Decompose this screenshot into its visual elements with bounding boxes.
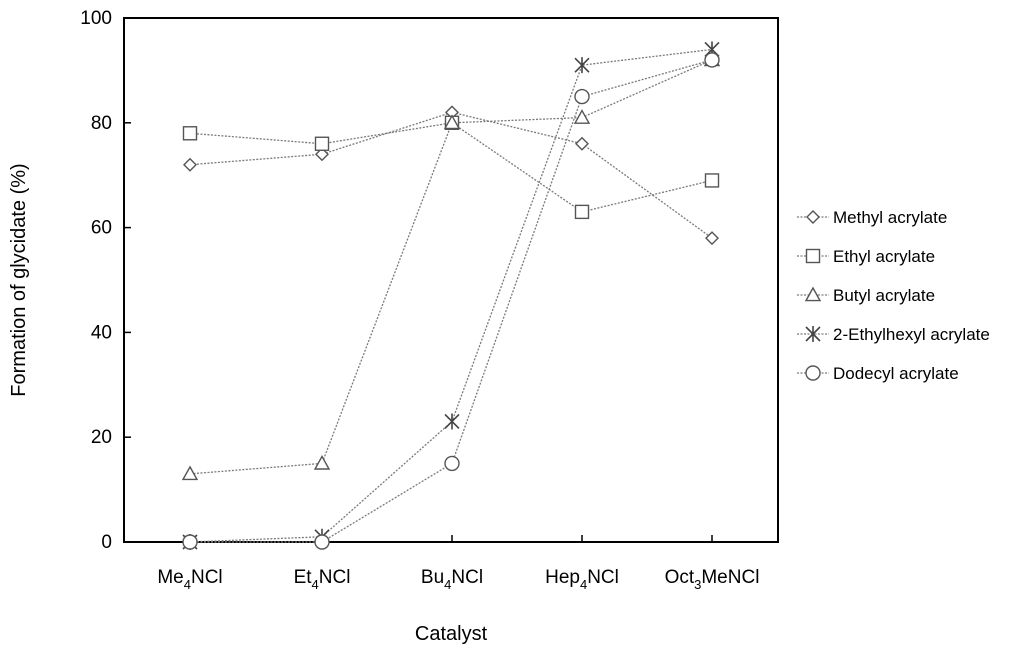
- data-point-circle: [182, 534, 198, 550]
- legend: Methyl acrylate Ethyl acrylate Butyl acryl…: [797, 208, 990, 383]
- legend-label: Ethyl acrylate: [833, 247, 935, 266]
- x-tick-label: Me4NCl: [157, 567, 222, 592]
- legend-item: 2-Ethylhexyl acrylate: [797, 325, 990, 344]
- x-tick-label-subscript: 3: [694, 577, 701, 592]
- y-tick-label: 40: [91, 322, 112, 343]
- x-tick-label: Oct3MeNCl: [665, 567, 760, 592]
- data-point-triangle: [443, 114, 461, 130]
- x-tick-label-rest: MeNCl: [701, 567, 759, 588]
- data-point-diamond: [315, 147, 329, 162]
- y-tick-label: 20: [91, 427, 112, 448]
- x-tick-label-rest: NCl: [319, 567, 351, 588]
- x-tick-label-base: Me: [157, 567, 183, 588]
- legend-item: Dodecyl acrylate: [797, 364, 959, 383]
- x-tick-label-subscript: 4: [444, 577, 451, 592]
- data-point-square: [314, 136, 330, 151]
- x-tick-label: Hep4NCl: [545, 567, 619, 592]
- data-point-asterisk: [574, 57, 590, 74]
- series-markers-2: [181, 51, 721, 481]
- data-point-circle: [444, 455, 460, 472]
- series-markers-0: [183, 105, 719, 246]
- y-axis-title: Formation of glycidate (%): [8, 163, 30, 396]
- x-tick-label-subscript: 4: [580, 577, 587, 592]
- data-point-diamond: [705, 231, 719, 246]
- data-point-triangle: [804, 286, 822, 302]
- data-point-asterisk: [444, 413, 460, 430]
- y-axis: 0 20 40 60 80 100: [80, 8, 131, 553]
- plot-frame: [123, 17, 779, 543]
- data-point-diamond: [806, 210, 820, 224]
- x-tick-label-rest: NCl: [451, 567, 483, 588]
- x-tick-label: Et4NCl: [294, 567, 351, 592]
- x-tick-label-rest: NCl: [587, 567, 619, 588]
- legend-label: Methyl acrylate: [833, 208, 947, 227]
- x-tick-label: Bu4NCl: [421, 567, 483, 592]
- data-point-circle: [704, 52, 720, 68]
- series-1: [189, 122, 713, 213]
- series-layer: [181, 41, 721, 550]
- data-point-square: [704, 173, 720, 188]
- legend-label: Butyl acrylate: [833, 286, 935, 305]
- x-tick-label-base: Hep: [545, 567, 580, 588]
- y-tick-label: 80: [91, 113, 112, 134]
- legend-item: Ethyl acrylate: [797, 247, 935, 266]
- x-tick-label-subscript: 4: [312, 577, 319, 592]
- series-markers-1: [182, 115, 720, 220]
- data-point-circle: [805, 365, 821, 381]
- legend-item: Methyl acrylate: [797, 208, 947, 227]
- series-line: [189, 59, 713, 475]
- legend-label: 2-Ethylhexyl acrylate: [833, 325, 990, 344]
- data-point-triangle: [573, 109, 591, 124]
- x-tick-label-rest: NCl: [191, 567, 223, 588]
- data-point-circle: [574, 88, 590, 105]
- y-tick-label: 0: [101, 532, 112, 553]
- data-point-circle: [314, 534, 330, 550]
- x-tick-label-subscript: 4: [184, 577, 191, 592]
- series-2: [189, 59, 713, 475]
- data-point-square: [805, 248, 821, 264]
- series-0: [189, 111, 713, 239]
- y-tick-label: 60: [91, 218, 112, 239]
- data-point-triangle: [313, 454, 331, 470]
- series-line: [189, 122, 713, 213]
- x-tick-label-base: Et: [294, 567, 313, 588]
- data-point-diamond: [183, 157, 197, 172]
- series-markers-4: [182, 52, 720, 550]
- x-tick-label-base: Oct: [665, 567, 695, 588]
- data-point-square: [574, 204, 590, 220]
- data-point-asterisk: [805, 326, 821, 342]
- series-line: [189, 111, 713, 239]
- y-tick-label: 100: [80, 8, 112, 29]
- data-point-triangle: [181, 465, 199, 481]
- x-axis: Me4NCl Et4NCl Bu4NCl Hep4NCl Oct3MeNCl: [157, 535, 759, 592]
- legend-item: Butyl acrylate: [797, 286, 935, 305]
- x-axis-title: Catalyst: [415, 623, 488, 645]
- data-point-square: [182, 126, 198, 141]
- x-tick-label-base: Bu: [421, 567, 444, 588]
- data-point-diamond: [575, 136, 589, 151]
- legend-label: Dodecyl acrylate: [833, 364, 959, 383]
